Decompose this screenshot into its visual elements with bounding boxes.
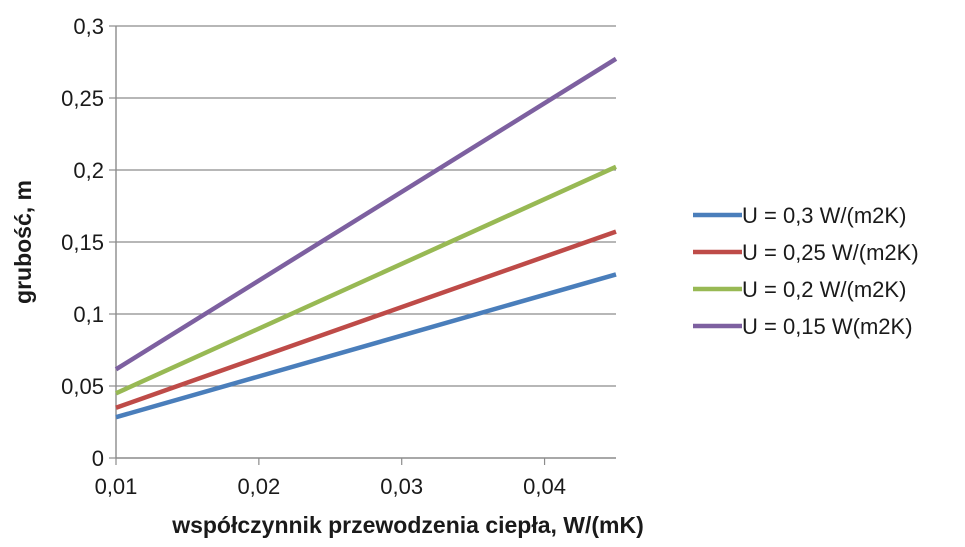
- x-tick-label-0: 0,01: [95, 474, 138, 499]
- legend-label-1: U = 0,3 W/(m2K): [742, 203, 906, 228]
- x-axis-title: współczynnik przewodzenia ciepła, W/(mK): [171, 512, 644, 538]
- gridlines: [116, 25, 616, 387]
- x-tick-label-3: 0,04: [523, 474, 566, 499]
- data-series: [114, 56, 618, 420]
- axes: [109, 25, 616, 465]
- y-tick-label-5: 0,25: [61, 86, 104, 111]
- legend-label-2: U = 0,25 W/(m2K): [742, 240, 919, 265]
- legend-label-4: U = 0,15 W(m2K): [742, 314, 913, 339]
- y-tick-label-3: 0,15: [61, 230, 104, 255]
- y-tick-label-4: 0,2: [73, 158, 104, 183]
- legend-label-3: U = 0,2 W/(m2K): [742, 277, 906, 302]
- x-tick-labels: 0,01 0,02 0,03 0,04: [95, 474, 566, 499]
- x-tick-label-1: 0,02: [237, 474, 280, 499]
- y-tick-labels: 0 0,05 0,1 0,15 0,2 0,25 0,3: [61, 14, 104, 471]
- legend: U = 0,3 W/(m2K) U = 0,25 W/(m2K) U = 0,2 W…: [693, 203, 919, 339]
- series-line-4: [114, 56, 618, 372]
- y-tick-label-0: 0: [92, 446, 104, 471]
- y-tick-label-6: 0,3: [73, 14, 104, 39]
- series-line-3: [115, 164, 617, 396]
- y-tick-label-2: 0,1: [73, 302, 104, 327]
- y-tick-label-1: 0,05: [61, 374, 104, 399]
- y-axis-title: grubość, m: [10, 180, 36, 304]
- series-line-1: [115, 272, 617, 420]
- x-tick-label-2: 0,03: [380, 474, 423, 499]
- series-line-2: [115, 229, 617, 410]
